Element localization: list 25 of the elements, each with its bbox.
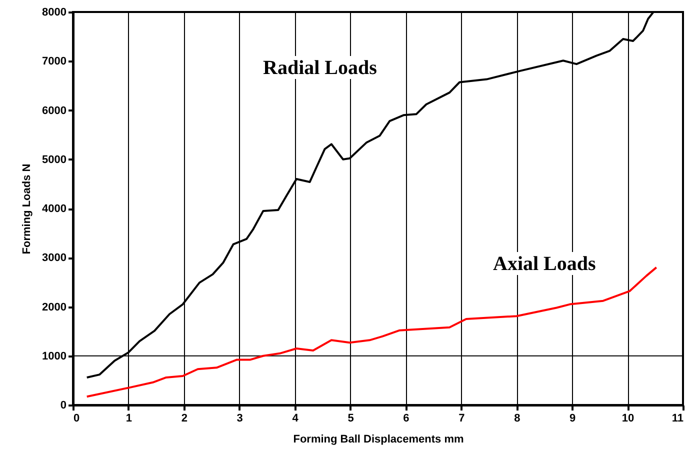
x-tick-label: 3 bbox=[236, 412, 243, 424]
x-tick-label: 8 bbox=[514, 412, 520, 424]
y-tick-label: 1000 bbox=[42, 350, 66, 362]
x-tick-label: 2 bbox=[181, 412, 188, 424]
y-tick-label: 4000 bbox=[42, 203, 66, 215]
y-tick-label: 5000 bbox=[42, 154, 66, 166]
y-axis-title: Forming Loads N bbox=[21, 164, 34, 254]
x-tick-label: 7 bbox=[458, 412, 465, 424]
x-tick-label: 1 bbox=[126, 412, 132, 424]
series-label: Axial Loads bbox=[493, 253, 596, 275]
x-tick-label: 6 bbox=[403, 412, 410, 424]
y-tick-label: 3000 bbox=[42, 252, 66, 264]
x-tick-label: 10 bbox=[622, 412, 634, 424]
x-tick-label: 5 bbox=[348, 412, 354, 424]
y-tick-label: 0 bbox=[60, 400, 66, 412]
y-tick-label: 8000 bbox=[42, 6, 66, 18]
y-tick-label: 7000 bbox=[42, 56, 66, 68]
x-tick-label: 4 bbox=[292, 412, 300, 424]
y-tick-label: 2000 bbox=[42, 301, 66, 314]
x-axis-title: Forming Ball Displacements mm bbox=[293, 434, 464, 446]
x-tick-label: 0 bbox=[74, 412, 80, 424]
y-tick-label: 6000 bbox=[42, 104, 66, 117]
x-tick-label: 9 bbox=[570, 412, 576, 424]
x-tick-label: 11 bbox=[672, 412, 684, 424]
text: Radial Loads bbox=[263, 57, 378, 79]
